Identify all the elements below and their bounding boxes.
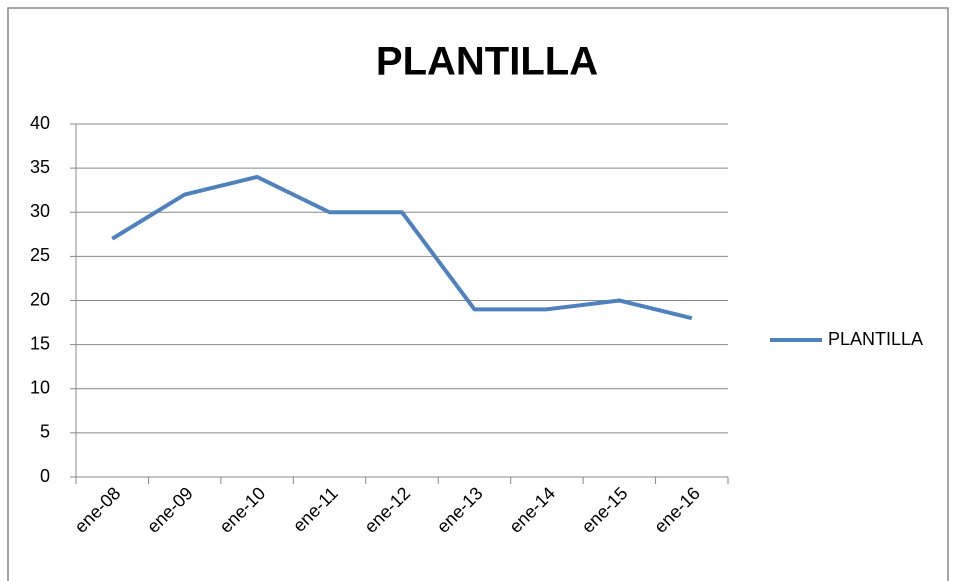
y-tick-label: 10 xyxy=(30,378,50,398)
y-tick-label: 0 xyxy=(40,466,50,486)
y-tick-label: 25 xyxy=(30,245,50,265)
data-line xyxy=(111,174,693,321)
y-tick-label: 35 xyxy=(30,157,50,177)
chart-frame xyxy=(7,7,949,581)
y-tick-label: 15 xyxy=(30,333,50,353)
chart-title: PLANTILLA xyxy=(376,40,598,84)
y-tick-label: 20 xyxy=(30,289,50,309)
y-tick-label: 5 xyxy=(40,422,50,442)
y-tick-label: 30 xyxy=(30,201,50,221)
legend-label: PLANTILLA xyxy=(828,329,923,349)
y-tick-label: 40 xyxy=(30,113,50,133)
